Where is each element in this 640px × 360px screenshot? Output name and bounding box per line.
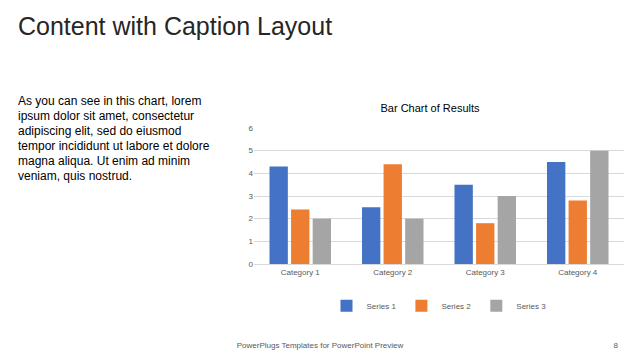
html-text:Content with Caption Layout: Content with Caption Layout	[18, 12, 333, 40]
svg-text:Category 3: Category 3	[466, 268, 506, 277]
svg-text:Bar Chart of Results: Bar Chart of Results	[380, 102, 480, 114]
svg-text:Series 3: Series 3	[516, 302, 546, 311]
svg-text:Series 2: Series 2	[441, 302, 471, 311]
svg-text:2: 2	[249, 214, 254, 223]
svg-text:3: 3	[249, 192, 254, 201]
svg-text:Category 1: Category 1	[281, 268, 321, 277]
svg-text:6: 6	[249, 124, 254, 133]
svg-text:Category 4: Category 4	[558, 268, 598, 277]
svg-text:4: 4	[249, 169, 254, 178]
svg-text:Series 1: Series 1	[367, 302, 397, 311]
svg-text:Category 2: Category 2	[373, 268, 413, 277]
html-text:As you can see in this chart,: As you can see in this chart, lorem ipsu…	[18, 94, 210, 183]
html-text:PowerPlugs Templates for Power: PowerPlugs Templates for PowerPoint Prev…	[236, 341, 404, 350]
svg-text:5: 5	[249, 146, 254, 155]
svg-text:0: 0	[249, 260, 254, 269]
html-text:8: 8	[613, 341, 618, 350]
svg-text:1: 1	[249, 237, 254, 246]
